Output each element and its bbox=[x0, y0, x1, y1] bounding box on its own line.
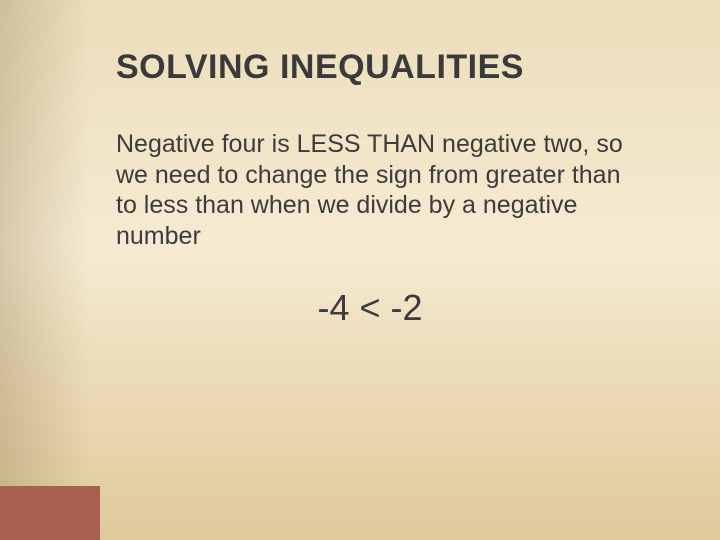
bg-left-shadow bbox=[0, 0, 90, 540]
slide-body-text: Negative four is LESS THAN negative two,… bbox=[116, 129, 624, 251]
slide-content: SOLVING INEQUALITIES Negative four is LE… bbox=[116, 48, 624, 329]
accent-bar bbox=[0, 486, 100, 540]
slide-equation: -4 < -2 bbox=[116, 287, 624, 329]
slide-title: SOLVING INEQUALITIES bbox=[116, 48, 624, 87]
